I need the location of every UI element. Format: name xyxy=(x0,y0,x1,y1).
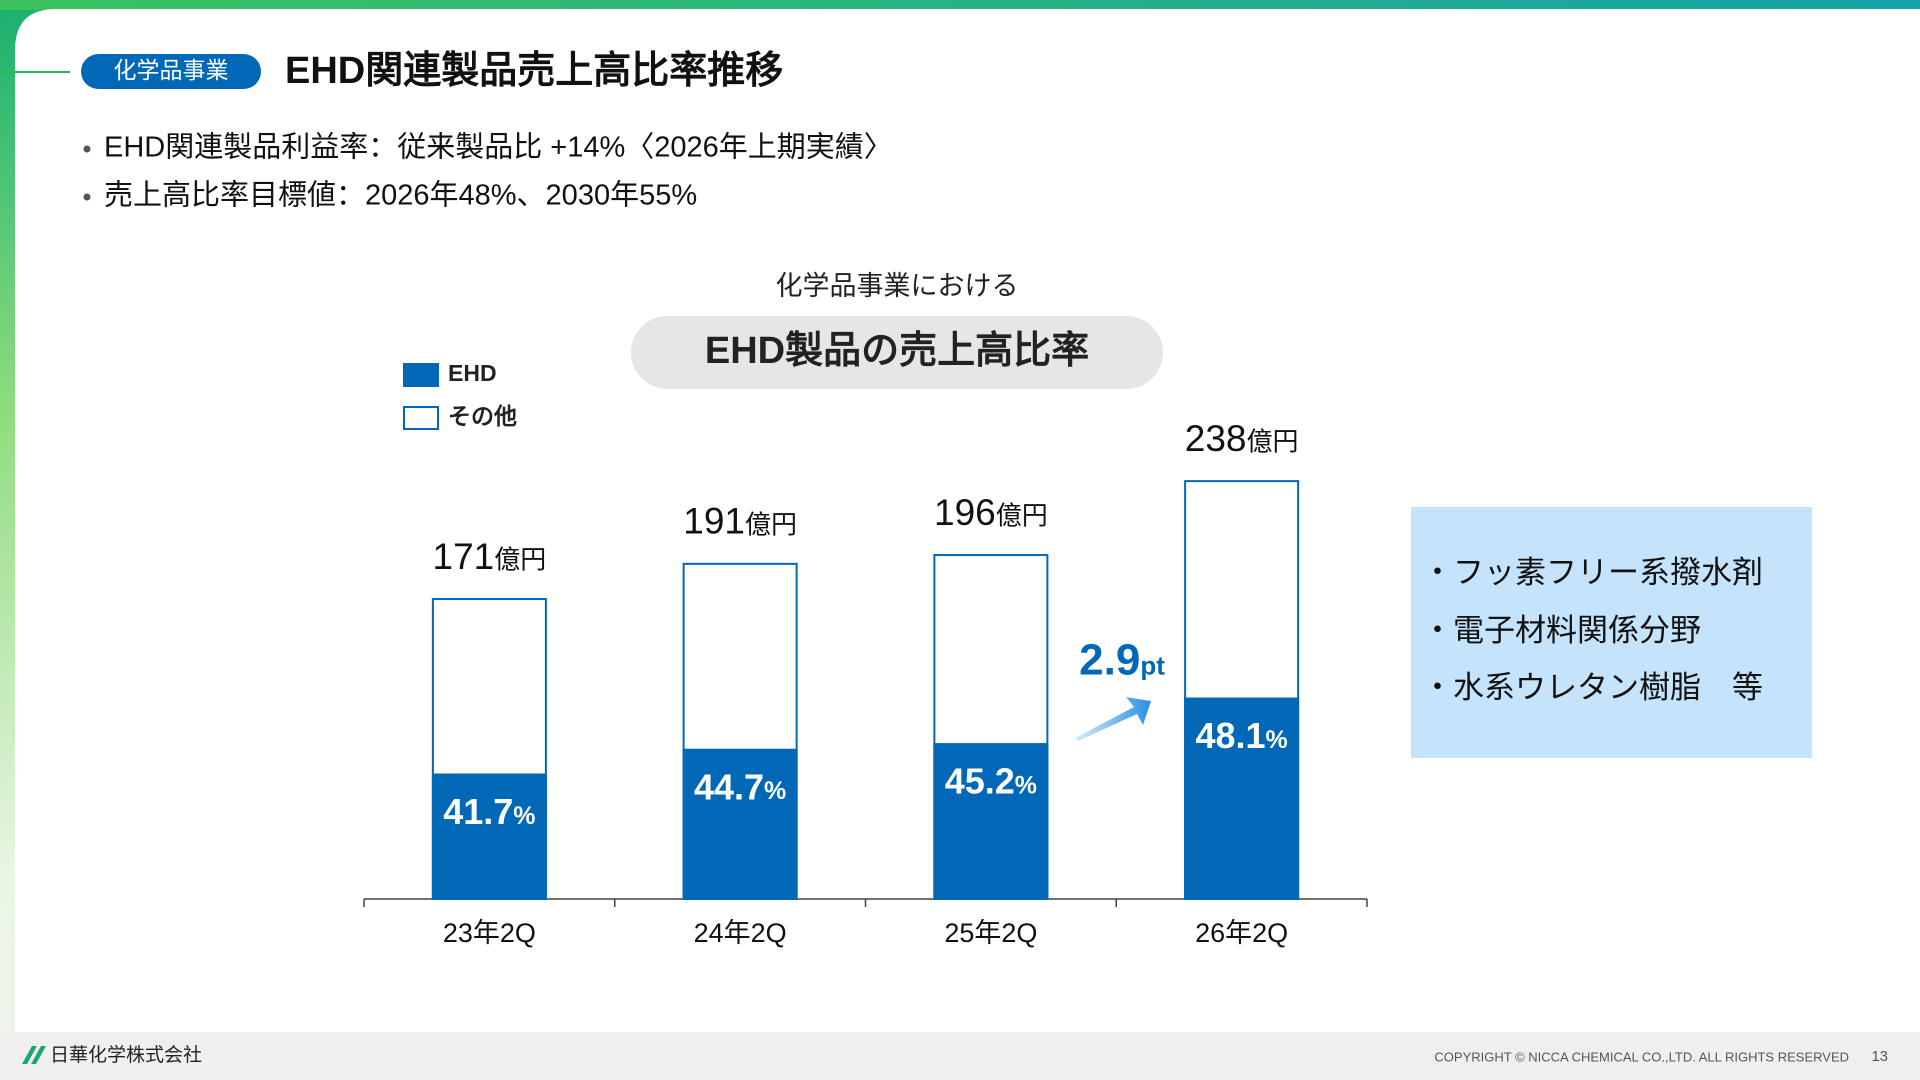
total-label-unit: 億円 xyxy=(996,501,1048,531)
note: ・水系ウレタン樹脂 等 xyxy=(1422,670,1763,705)
x-tick-label: 26年2Q xyxy=(1195,918,1288,948)
bar-segment xyxy=(431,773,547,899)
legend-swatch xyxy=(403,406,439,430)
bar-segment xyxy=(431,598,547,774)
page-number: 13 xyxy=(1871,1048,1888,1065)
company-name: 日華化学株式会社 xyxy=(50,1044,202,1066)
total-label: 171 xyxy=(433,536,495,577)
bar-outline xyxy=(431,598,547,900)
total-label: 238 xyxy=(1185,418,1247,459)
note: ・フッ素フリー系撥水剤 xyxy=(1422,555,1763,590)
legend-label: EHD xyxy=(448,360,497,386)
x-tick-label: 23年2Q xyxy=(443,918,536,948)
bar-outline xyxy=(682,562,798,901)
bar-segment xyxy=(1184,480,1300,698)
bullet: EHD関連製品利益率：従来製品比 +14%〈2026年上期実績〉 xyxy=(104,131,893,164)
bullet-dot xyxy=(83,193,91,201)
header-tag-pill xyxy=(81,54,261,89)
value-label-unit: % xyxy=(1015,771,1037,799)
total-label-unit: 億円 xyxy=(745,509,797,539)
bar-segment xyxy=(1184,697,1300,899)
value-label-unit: % xyxy=(764,777,786,805)
top-bar xyxy=(0,0,1920,10)
x-tick-label: 25年2Q xyxy=(944,918,1037,948)
value-label: 48.1 xyxy=(1195,715,1265,756)
bar-segment xyxy=(682,562,798,749)
value-label: 44.7 xyxy=(694,766,764,807)
bullet: 売上高比率目標値：2026年48%、2030年55% xyxy=(104,179,697,212)
bar-segment xyxy=(933,743,1049,899)
logo-mark xyxy=(22,1046,46,1064)
legend-label: その他 xyxy=(448,403,517,429)
note: ・電子材料関係分野 xyxy=(1422,613,1701,648)
copyright: COPYRIGHT © NICCA CHEMICAL CO.,LTD. ALL … xyxy=(1434,1049,1849,1064)
value-label-unit: % xyxy=(1266,726,1288,754)
bar-outline xyxy=(1184,480,1300,900)
annotation-arrow xyxy=(1075,697,1151,741)
bar-segment xyxy=(682,748,798,899)
chart-subtitle: 化学品事業における xyxy=(776,271,1019,301)
bar-outline xyxy=(933,554,1049,900)
bullet-dot xyxy=(83,145,91,153)
chart-title-pill xyxy=(631,316,1163,389)
value-label-unit: % xyxy=(513,802,535,830)
total-label: 191 xyxy=(683,501,745,542)
annotation-unit: pt xyxy=(1140,650,1165,680)
value-label: 41.7 xyxy=(443,791,513,832)
footer-bar xyxy=(0,1032,1920,1080)
header-title: EHD関連製品売上高比率推移 xyxy=(285,50,783,92)
x-tick-label: 24年2Q xyxy=(694,918,787,948)
value-label: 45.2 xyxy=(945,761,1015,802)
bar-segment xyxy=(933,554,1049,744)
chart-title: EHD製品の売上高比率 xyxy=(705,330,1089,372)
total-label-unit: 億円 xyxy=(494,545,546,575)
header-tag: 化学品事業 xyxy=(114,57,229,83)
annotation: 2.9 xyxy=(1079,636,1140,685)
total-label: 196 xyxy=(934,492,996,533)
notes-box xyxy=(1411,507,1812,758)
legend-swatch xyxy=(403,363,439,387)
total-label-unit: 億円 xyxy=(1246,427,1298,457)
